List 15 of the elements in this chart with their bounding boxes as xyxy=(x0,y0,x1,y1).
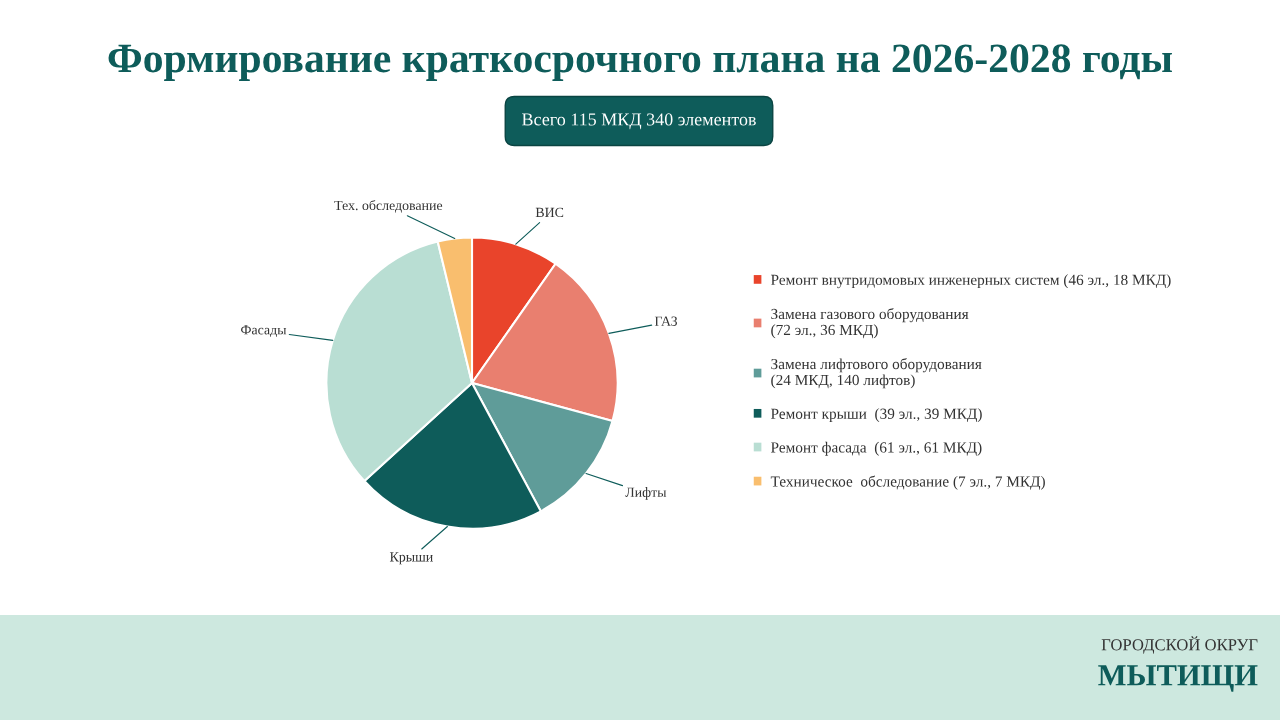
text: Фасады xyxy=(241,325,287,338)
legend-label: Техническое обследование (7 эл., 7 МКД) xyxy=(770,475,1045,490)
chart-subtitle: Всего 115 МКД 340 элементов xyxy=(522,113,756,130)
legend-label: Ремонт внутридомовых инженерных систем (46 эл., 18 МКД) xyxy=(770,274,1171,289)
text: Тех. обследование xyxy=(334,200,443,213)
text: ГОРОДСКОЙ ОКРУГ МЫТИЩИ xyxy=(1098,636,1258,692)
text: ГАЗ xyxy=(654,316,677,326)
legend-label: Замена газового оборудования (72 эл., 36 МКД) xyxy=(771,308,969,339)
text: ВИС xyxy=(535,207,564,218)
legend-label: Ремонт фасада (61 эл., 61 МКД) xyxy=(770,441,982,456)
chart-title: Формирование краткосрочного плана на 2026-2028 годы xyxy=(108,44,1172,81)
legend-label: Замена лифтового оборудования (24 МКД, 140 лифтов) xyxy=(771,358,982,389)
text: Крыши xyxy=(389,552,433,565)
text: Лифты xyxy=(625,487,667,500)
legend-label: Ремонт крыши (39 эл., 39 МКД) xyxy=(770,408,982,422)
